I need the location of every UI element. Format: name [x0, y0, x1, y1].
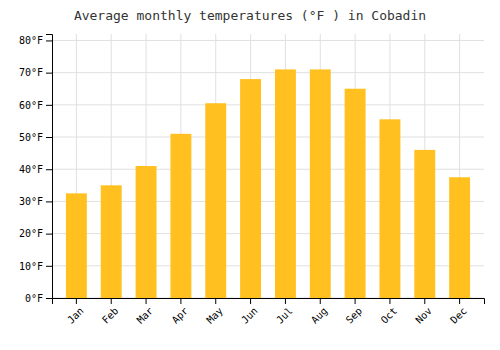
x-tick-label: Oct [379, 305, 400, 326]
x-tick: Apr [170, 298, 191, 326]
bar [345, 89, 366, 298]
x-tick-mark [459, 298, 460, 304]
y-axis: 0°F 10°F 20°F 30°F 40°F 50°F 60°F 70°F 80°F [19, 35, 53, 304]
x-tick-mark [180, 298, 181, 304]
bar [414, 150, 435, 298]
x-tick-label: Jul [274, 305, 295, 326]
x-tick-label: Feb [100, 305, 121, 326]
y-tick-mark [46, 201, 52, 202]
x-tick-mark [320, 298, 321, 304]
x-tick-mark [215, 298, 216, 304]
y-tick: 10°F [19, 261, 52, 272]
x-tick: Jan [65, 298, 86, 326]
x-tick-mark [146, 298, 147, 304]
x-tick: May [204, 298, 225, 326]
y-tick: 80°F [19, 35, 52, 46]
y-tick-label: 50°F [19, 132, 43, 143]
y-tick: 30°F [19, 196, 52, 207]
x-tick-label: Jan [65, 305, 86, 326]
x-tick-label: Jun [239, 305, 260, 326]
x-axis: Jan Feb Mar Apr May Jun Jul Aug Sep Oct Nov Dec [53, 298, 485, 326]
x-tick-mark [111, 298, 112, 304]
x-tick: Feb [100, 298, 121, 326]
x-axis-line [53, 299, 485, 305]
x-tick-mark [389, 298, 390, 304]
bar [136, 166, 157, 298]
x-tick-label: May [204, 305, 225, 326]
grid-line-y [52, 40, 484, 41]
bar [101, 185, 122, 298]
y-tick: 70°F [19, 67, 52, 78]
y-tick-label: 70°F [19, 67, 43, 78]
y-tick-label: 40°F [19, 164, 43, 175]
grid [52, 34, 484, 298]
x-tick-label: Sep [344, 305, 365, 326]
y-tick-label: 20°F [19, 228, 43, 239]
bar [170, 134, 191, 298]
chart: 0°F 10°F 20°F 30°F 40°F 50°F 60°F 70°F 80°F Jan Fe… [0, 0, 500, 350]
x-tick: Jun [239, 298, 260, 326]
x-tick-label: Apr [170, 305, 191, 326]
x-tick-mark [76, 298, 77, 304]
y-tick-mark [46, 266, 52, 267]
y-tick-mark [46, 169, 52, 170]
y-tick-label: 10°F [19, 261, 43, 272]
y-tick: 50°F [19, 132, 52, 143]
bar [379, 119, 400, 298]
y-tick: 20°F [19, 228, 52, 239]
x-tick-label: Aug [309, 305, 330, 326]
grid-line-y [52, 104, 484, 105]
x-tick: Oct [379, 298, 400, 326]
y-tick-mark [46, 105, 52, 106]
y-tick-label: 60°F [19, 100, 43, 111]
title: Average monthly temperatures (°F ) in Co… [74, 8, 426, 23]
x-tick-label: Nov [413, 305, 434, 326]
y-tick-mark [46, 40, 52, 41]
x-tick-label: Dec [448, 305, 469, 326]
x-tick: Mar [135, 298, 156, 326]
x-tick-mark [424, 298, 425, 304]
bar [310, 69, 331, 298]
x-tick: Jul [274, 298, 295, 326]
x-tick: Sep [344, 298, 365, 326]
x-tick: Dec [448, 298, 469, 326]
y-tick-mark [46, 298, 52, 299]
y-axis-line [46, 35, 53, 299]
x-tick-mark [250, 298, 251, 304]
y-tick: 60°F [19, 100, 52, 111]
y-tick-label: 0°F [25, 293, 43, 304]
y-tick: 40°F [19, 164, 52, 175]
x-tick-label: Mar [135, 305, 156, 326]
y-tick-label: 30°F [19, 196, 43, 207]
grid-line-y [52, 137, 484, 138]
x-tick: Nov [413, 298, 434, 326]
y-tick-mark [46, 234, 52, 235]
bar [449, 177, 470, 298]
x-tick-mark [285, 298, 286, 304]
bar [205, 103, 226, 298]
y-tick-label: 80°F [19, 35, 43, 46]
bar [240, 79, 261, 298]
x-tick: Aug [309, 298, 330, 326]
y-tick-mark [46, 73, 52, 74]
bar [66, 193, 87, 298]
bars [66, 69, 470, 298]
y-tick-mark [46, 137, 52, 138]
y-tick: 0°F [25, 293, 52, 304]
bar [275, 69, 296, 298]
plot: 0°F 10°F 20°F 30°F 40°F 50°F 60°F 70°F 80°F Jan Fe… [19, 34, 485, 326]
grid-line-y [52, 72, 484, 73]
x-tick-mark [355, 298, 356, 304]
